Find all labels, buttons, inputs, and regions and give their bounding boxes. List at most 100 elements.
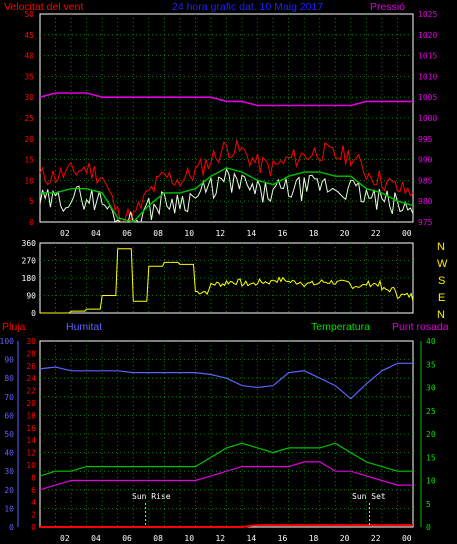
rain-y-tick-label: 6 <box>31 486 36 495</box>
climate-panel-x-tick-label: 16 <box>278 534 288 543</box>
wind-direction-series <box>40 248 414 314</box>
rain-y-tick-label: 26 <box>26 362 36 371</box>
direction-y-tick-label: 270 <box>22 257 37 266</box>
wind-y-tick-label: 5 <box>29 197 34 206</box>
dewpoint-axis-title: Punt rosada <box>392 321 449 333</box>
climate-panel-x-tick-label: 00 <box>402 534 412 543</box>
humidity-y-tick-label: 60 <box>4 411 14 420</box>
wind-panel-x-tick-label: 14 <box>247 229 257 238</box>
rain-y-tick-label: 12 <box>26 449 36 458</box>
wind-panel-x-tick-label: 18 <box>309 229 319 238</box>
humidity-series <box>39 362 413 400</box>
sunrise-label: Sun Rise <box>132 492 171 501</box>
humidity-y-tick-label: 0 <box>9 523 14 532</box>
pressure-y-tick-label: 1000 <box>418 114 437 123</box>
temperature-y-tick-label: 5 <box>426 500 431 509</box>
chart-title: 24 hora grafic dat. 10 Maig 2017 <box>172 1 323 13</box>
pressure-y-tick-label: 990 <box>418 156 433 165</box>
temperature-y-tick-label: 15 <box>426 453 436 462</box>
rain-y-tick-label: 16 <box>26 424 36 433</box>
temperature-y-tick-label: 35 <box>426 360 436 369</box>
climate-panel-x-tick-label: 14 <box>247 534 257 543</box>
humidity-y-tick-label: 100 <box>0 337 14 346</box>
pressure-series <box>39 92 413 107</box>
wind-panel-x-tick-label: 08 <box>153 229 163 238</box>
temperature-y-tick-label: 25 <box>426 407 436 416</box>
climate-panel-x-tick-label: 06 <box>122 534 132 543</box>
pressure-axis-title: Pressió <box>370 1 405 13</box>
wind-y-tick-label: 10 <box>24 176 34 185</box>
direction-label-s: S <box>438 275 445 287</box>
wind-speed-series <box>39 167 414 223</box>
direction-y-tick-label: 180 <box>22 274 37 283</box>
dewpoint-series <box>39 461 413 491</box>
rain-y-tick-label: 14 <box>26 436 36 445</box>
rain-y-tick-label: 8 <box>31 473 36 482</box>
rain-y-tick-label: 24 <box>26 374 36 383</box>
wind-panel-x-tick-label: 02 <box>60 229 70 238</box>
wind-panel-x-tick-label: 16 <box>278 229 288 238</box>
wind-y-tick-label: 45 <box>24 31 34 40</box>
direction-y-tick-label: 360 <box>22 239 37 248</box>
rain-axis-title: Pluja <box>2 321 26 333</box>
rain-y-tick-label: 0 <box>31 523 36 532</box>
rain-series <box>40 524 413 528</box>
humidity-y-tick-label: 40 <box>4 449 14 458</box>
humidity-y-tick-label: 20 <box>4 486 14 495</box>
pressure-y-tick-label: 985 <box>418 176 433 185</box>
direction-label-n-top: N <box>437 241 445 253</box>
humidity-y-tick-label: 90 <box>4 356 14 365</box>
direction-panel-frame <box>39 242 414 314</box>
wind-panel-x-tick-label: 06 <box>122 229 132 238</box>
temperature-series <box>39 442 413 477</box>
wind-panel-x-tick-label: 04 <box>91 229 101 238</box>
wind-y-tick-label: 20 <box>24 135 34 144</box>
humidity-y-tick-label: 70 <box>4 393 14 402</box>
pressure-y-tick-label: 980 <box>418 197 433 206</box>
pressure-y-tick-label: 975 <box>418 218 433 227</box>
temperature-y-tick-label: 0 <box>426 523 431 532</box>
wind-y-tick-label: 30 <box>24 93 34 102</box>
wind-y-tick-label: 15 <box>24 156 34 165</box>
direction-y-tick-label: 0 <box>31 309 36 318</box>
climate-panel-x-tick-label: 08 <box>153 534 163 543</box>
pressure-y-tick-label: 995 <box>418 135 433 144</box>
climate-panel-x-tick-label: 20 <box>340 534 350 543</box>
rain-y-tick-label: 22 <box>26 387 36 396</box>
wind-panel-x-tick-label: 12 <box>215 229 225 238</box>
wind-y-tick-label: 25 <box>24 114 34 123</box>
temperature-y-tick-label: 20 <box>426 430 436 439</box>
climate-panel-x-tick-label: 18 <box>309 534 319 543</box>
humidity-axis-title: Humitat <box>66 321 102 333</box>
rain-y-tick-label: 30 <box>26 337 36 346</box>
pressure-y-tick-label: 1015 <box>418 52 437 61</box>
pressure-y-tick-label: 1010 <box>418 72 437 81</box>
direction-label-n-bottom: N <box>437 309 445 321</box>
temperature-y-tick-label: 30 <box>426 384 436 393</box>
humidity-y-tick-label: 30 <box>4 467 14 476</box>
rain-y-tick-label: 28 <box>26 349 36 358</box>
direction-label-e: E <box>438 292 445 304</box>
wind-panel-x-tick-label: 22 <box>371 229 381 238</box>
wind-speed-axis-title: Velocitat del vent <box>4 1 83 13</box>
wind-average-series <box>40 167 414 223</box>
wind-y-tick-label: 40 <box>24 52 34 61</box>
climate-panel-x-tick-label: 22 <box>371 534 381 543</box>
wind-gust-series <box>39 139 414 223</box>
rain-y-tick-label: 18 <box>26 411 36 420</box>
direction-y-tick-label: 90 <box>26 292 36 301</box>
rain-y-tick-label: 4 <box>31 498 36 507</box>
humidity-y-tick-label: 80 <box>4 374 14 383</box>
climate-panel-x-tick-label: 04 <box>91 534 101 543</box>
wind-panel-x-tick-label: 00 <box>402 229 412 238</box>
temperature-y-tick-label: 10 <box>426 477 436 486</box>
rain-y-tick-label: 10 <box>26 461 36 470</box>
climate-panel-x-tick-label: 12 <box>215 534 225 543</box>
wind-panel-x-tick-label: 10 <box>184 229 194 238</box>
sunset-label: Sun Set <box>352 492 386 501</box>
temperature-axis-title: Temperatura <box>311 321 370 333</box>
rain-y-tick-label: 2 <box>31 511 36 520</box>
temperature-y-tick-label: 40 <box>426 337 436 346</box>
pressure-y-tick-label: 1020 <box>418 31 437 40</box>
